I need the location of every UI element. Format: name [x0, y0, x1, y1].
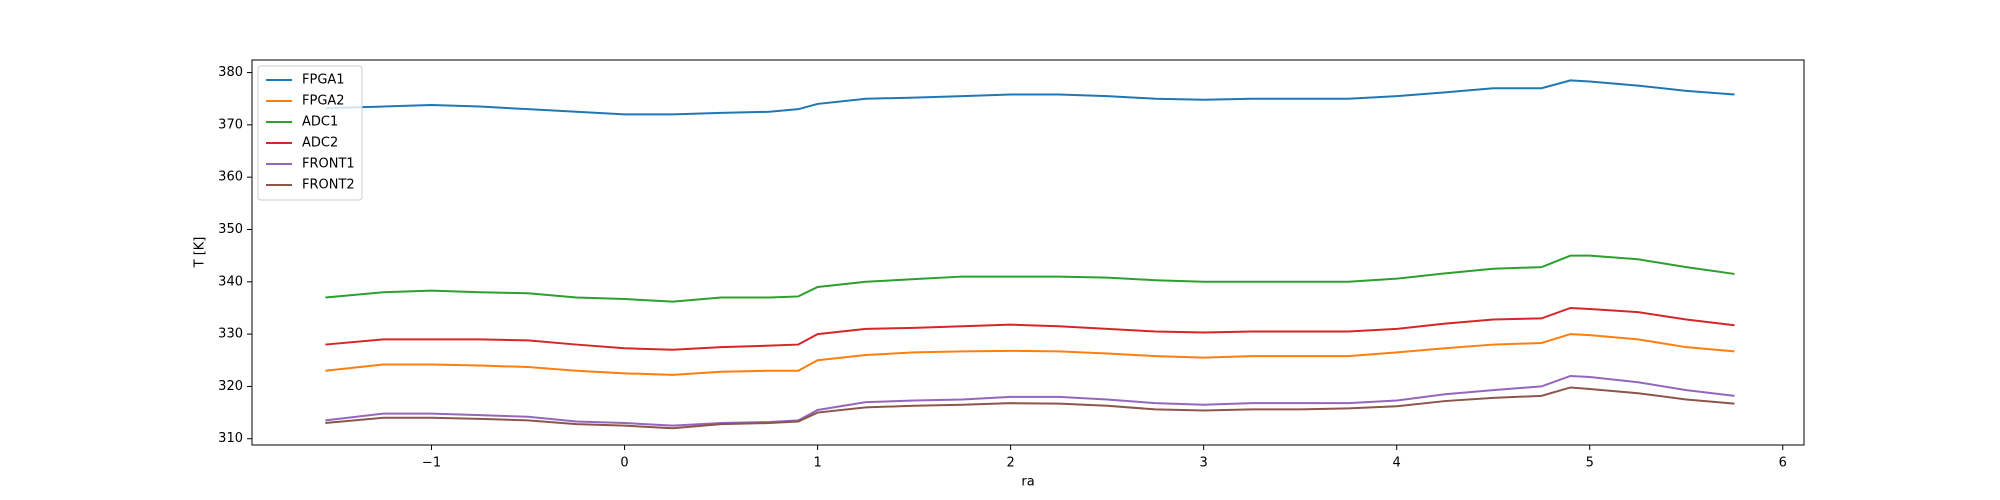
- x-tick-label: 3: [1200, 456, 1208, 471]
- y-axis-label: T [K]: [193, 237, 208, 269]
- line-series: [325, 333, 1735, 376]
- plot-frame: [251, 59, 1805, 446]
- line-series: [325, 79, 1735, 116]
- legend-label: FPGA2: [302, 94, 345, 109]
- legend-label: FRONT2: [302, 178, 355, 193]
- line-series: [325, 386, 1735, 430]
- legend-label: FRONT1: [302, 157, 355, 172]
- y-tick-label: 320: [218, 379, 243, 394]
- y-tick-label: 370: [218, 117, 243, 132]
- legend-label: ADC2: [302, 136, 338, 151]
- y-tick-label: 310: [218, 431, 243, 446]
- line-series: [325, 374, 1735, 427]
- y-tick-label: 360: [218, 170, 243, 185]
- x-tick-label: 6: [1779, 456, 1787, 471]
- x-tick-label: 5: [1586, 456, 1594, 471]
- legend-box: [257, 65, 363, 201]
- y-tick-label: 380: [218, 65, 243, 80]
- line-series: [325, 254, 1735, 303]
- y-tick-label: 350: [218, 222, 243, 237]
- line-series: [325, 306, 1735, 351]
- legend-label: FPGA1: [302, 73, 345, 88]
- x-axis-label: ra: [1021, 475, 1034, 490]
- x-tick-label: 0: [620, 456, 628, 471]
- x-tick-label: 4: [1393, 456, 1401, 471]
- x-tick-label: 2: [1006, 456, 1014, 471]
- x-tick-label: 1: [813, 456, 821, 471]
- legend-label: ADC1: [302, 115, 338, 130]
- y-tick-label: 340: [218, 274, 243, 289]
- x-tick-label: −1: [422, 456, 441, 471]
- y-tick-label: 330: [218, 327, 243, 342]
